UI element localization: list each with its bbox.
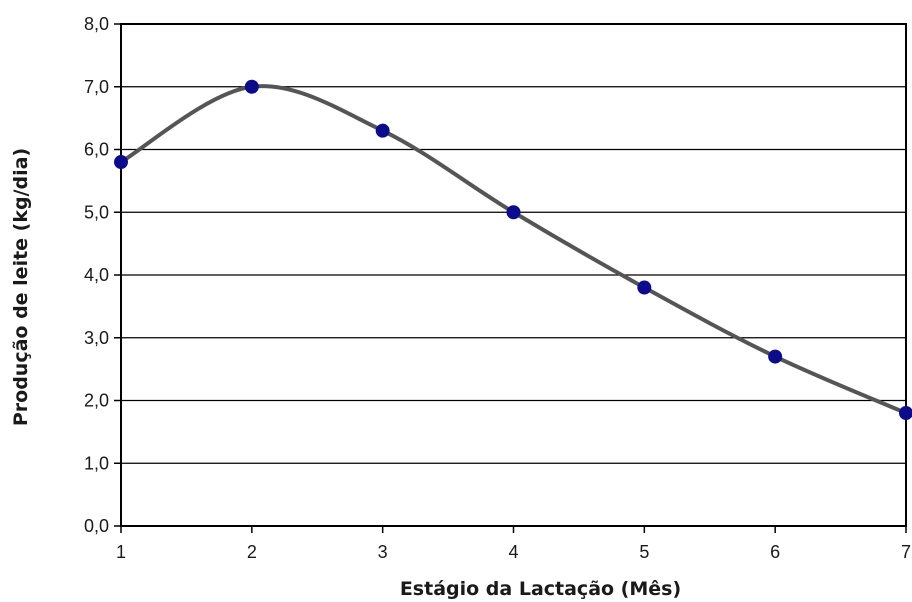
y-tick-label: 2,0 bbox=[84, 391, 109, 411]
x-tick-label: 3 bbox=[378, 542, 388, 562]
series-line bbox=[119, 84, 908, 416]
x-tick-label: 7 bbox=[901, 542, 911, 562]
x-tick-label: 4 bbox=[508, 542, 518, 562]
x-tick-label: 6 bbox=[770, 542, 780, 562]
x-tick-label: 5 bbox=[639, 542, 649, 562]
y-tick-label: 3,0 bbox=[84, 328, 109, 348]
x-tick-label: 1 bbox=[116, 542, 126, 562]
grid-lines bbox=[121, 86, 906, 464]
data-point bbox=[768, 349, 783, 364]
y-tick-label: 8,0 bbox=[84, 14, 109, 34]
y-tick-label: 5,0 bbox=[84, 202, 109, 222]
data-point bbox=[375, 123, 390, 138]
y-tick-label: 7,0 bbox=[84, 77, 109, 97]
y-tick-label: 6,0 bbox=[84, 140, 109, 160]
y-axis-ticks: 0,0 1,0 2,0 3,0 4,0 5,0 6,0 7,0 8,0 bbox=[84, 14, 121, 536]
data-markers bbox=[114, 79, 912, 421]
data-point bbox=[244, 79, 259, 94]
y-tick-label: 0,0 bbox=[84, 516, 109, 536]
x-axis-title: Estágio da Lactação (Mês) bbox=[400, 578, 681, 600]
y-tick-label: 1,0 bbox=[84, 453, 109, 473]
data-point bbox=[114, 155, 128, 170]
data-point bbox=[899, 406, 912, 421]
data-point bbox=[637, 280, 652, 295]
y-tick-label: 4,0 bbox=[84, 265, 109, 285]
data-point bbox=[506, 205, 521, 220]
x-axis-ticks: 1 2 3 4 5 6 7 bbox=[116, 526, 911, 562]
y-axis-title: Produção de leite (kg/dia) bbox=[10, 148, 32, 426]
x-tick-label: 2 bbox=[247, 542, 257, 562]
